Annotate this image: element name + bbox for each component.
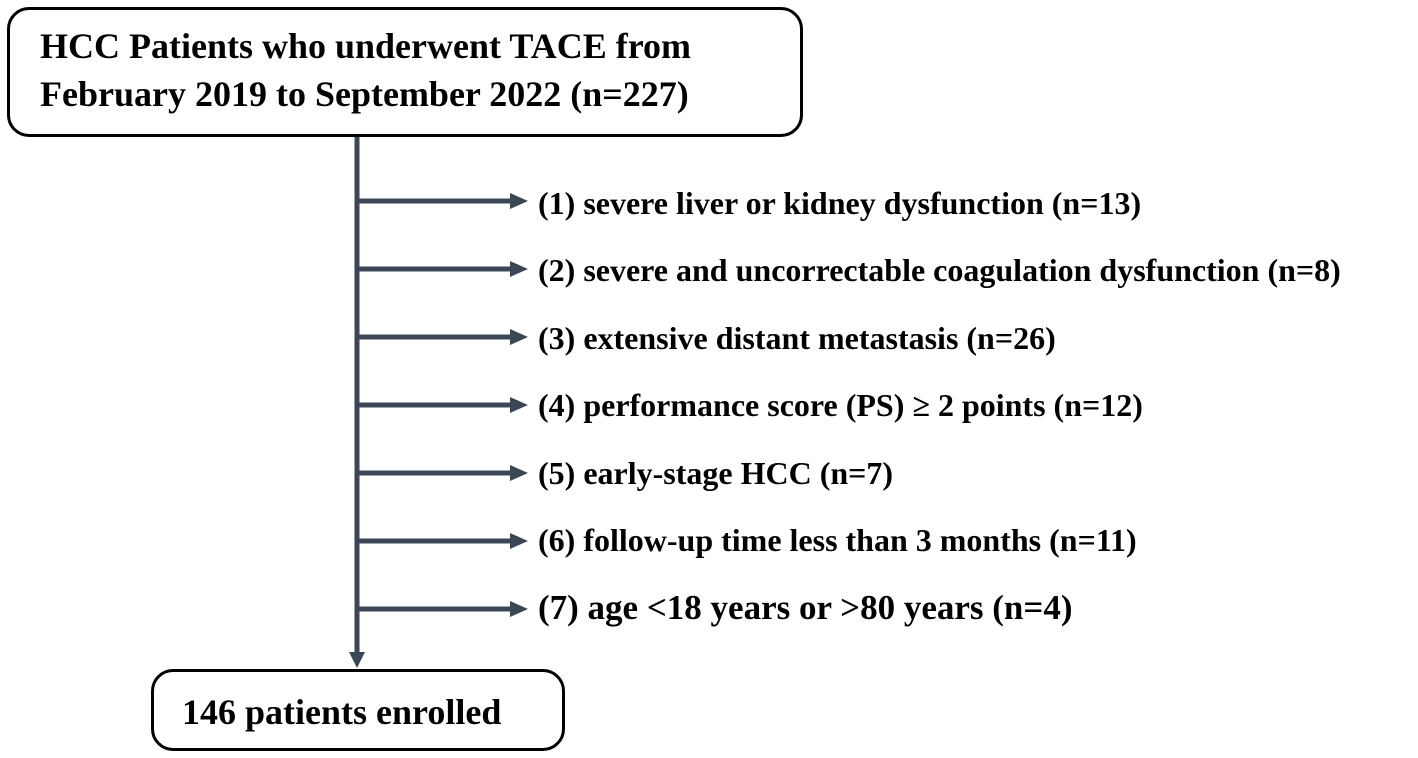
exclusion-arrowhead-4 — [510, 397, 528, 413]
start-box-line-2: February 2019 to September 2022 (n=227) — [40, 74, 689, 114]
exclusion-criterion-2: (2) severe and uncorrectable coagulation… — [538, 252, 1341, 288]
exclusion-criterion-6: (6) follow-up time less than 3 months (n… — [538, 522, 1137, 558]
exclusion-arrowhead-2 — [510, 261, 528, 277]
exclusion-arrowhead-1 — [510, 193, 528, 209]
exclusion-arrowhead-7 — [510, 601, 528, 617]
start-box-line-1: HCC Patients who underwent TACE from — [40, 26, 692, 66]
exclusion-criterion-5: (5) early-stage HCC (n=7) — [538, 455, 894, 491]
main-flow-arrowhead — [349, 652, 365, 668]
exclusion-criterion-1: (1) severe liver or kidney dysfunction (… — [538, 185, 1142, 221]
start-box: HCC Patients who underwent TACE from Feb… — [7, 7, 803, 137]
exclusion-arrowhead-6 — [510, 533, 528, 549]
exclusion-criterion-7: (7) age <18 years or >80 years (n=4) — [538, 588, 1073, 627]
end-box-label: 146 patients enrolled — [182, 692, 502, 732]
exclusion-arrowhead-3 — [510, 329, 528, 345]
exclusion-criterion-3: (3) extensive distant metastasis (n=26) — [538, 320, 1056, 356]
exclusion-arrowhead-5 — [510, 465, 528, 481]
end-box: 146 patients enrolled — [151, 669, 565, 751]
exclusion-criterion-4: (4) performance score (PS) ≥ 2 points (n… — [538, 387, 1143, 423]
